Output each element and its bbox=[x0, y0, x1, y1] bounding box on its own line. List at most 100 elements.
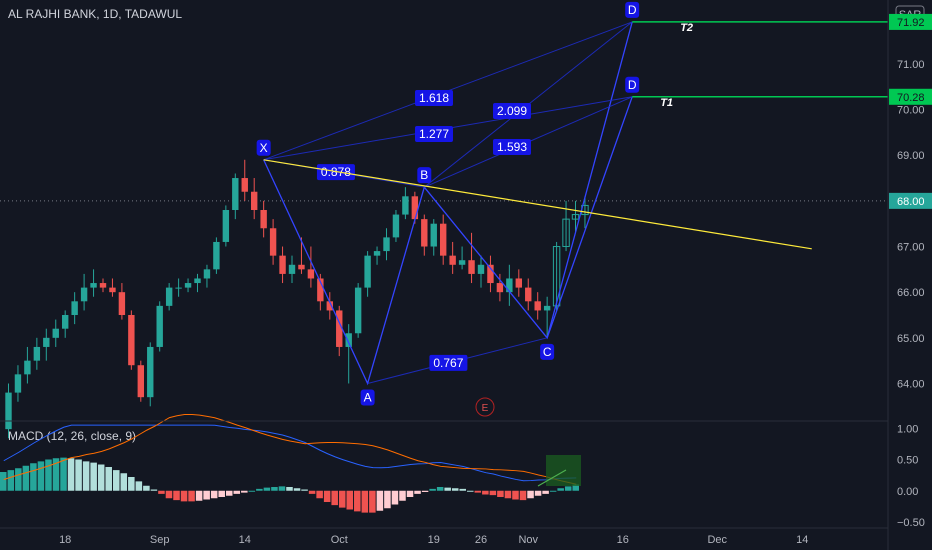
earnings-event-marker[interactable]: E bbox=[475, 397, 495, 417]
candle[interactable] bbox=[288, 255, 296, 284]
macd-highlight-box[interactable] bbox=[546, 455, 581, 486]
candle-body bbox=[269, 228, 277, 256]
pattern-point-box bbox=[360, 389, 375, 406]
macd-histogram-bar bbox=[75, 459, 82, 491]
candles[interactable] bbox=[5, 159, 589, 439]
candle[interactable] bbox=[373, 246, 381, 265]
candle[interactable] bbox=[62, 310, 69, 338]
candle[interactable] bbox=[468, 232, 475, 284]
candle[interactable] bbox=[402, 187, 409, 220]
candle[interactable] bbox=[543, 296, 551, 338]
candle[interactable] bbox=[128, 310, 135, 370]
candle[interactable] bbox=[165, 283, 173, 311]
candle[interactable] bbox=[449, 241, 456, 274]
candle[interactable] bbox=[458, 246, 466, 270]
candle[interactable] bbox=[71, 292, 78, 325]
candle-body bbox=[194, 278, 201, 284]
candle[interactable] bbox=[440, 214, 447, 265]
candle[interactable] bbox=[213, 237, 220, 274]
candle[interactable] bbox=[392, 210, 400, 242]
candle[interactable] bbox=[43, 328, 50, 361]
ratio-label[interactable]: 1.593 bbox=[493, 139, 531, 155]
candle[interactable] bbox=[525, 278, 532, 311]
candle[interactable] bbox=[364, 251, 371, 297]
macd-histogram-bar bbox=[0, 472, 7, 491]
candle[interactable] bbox=[33, 337, 41, 370]
pattern-point-x[interactable]: X bbox=[256, 139, 271, 156]
macd-tick-label: 1.00 bbox=[897, 423, 918, 435]
chart-title: AL RAJHI BANK, 1D, TADAWUL bbox=[8, 7, 182, 21]
pattern-point-d[interactable]: D bbox=[625, 1, 640, 18]
pattern-point-b[interactable]: B bbox=[417, 167, 432, 184]
candle[interactable] bbox=[336, 305, 343, 357]
candle[interactable] bbox=[506, 264, 513, 306]
ratio-label[interactable]: 0.767 bbox=[429, 354, 468, 371]
candle[interactable] bbox=[14, 365, 22, 402]
candle[interactable] bbox=[137, 360, 144, 402]
candle[interactable] bbox=[421, 214, 428, 256]
candle[interactable] bbox=[515, 269, 522, 297]
candle[interactable] bbox=[317, 273, 324, 311]
candle[interactable] bbox=[5, 383, 12, 439]
candle-body bbox=[440, 223, 447, 256]
candle[interactable] bbox=[184, 278, 192, 293]
candle[interactable] bbox=[80, 273, 88, 311]
candle[interactable] bbox=[99, 278, 107, 293]
candle[interactable] bbox=[90, 269, 97, 297]
candle[interactable] bbox=[279, 246, 286, 284]
candle[interactable] bbox=[430, 219, 437, 256]
pattern-point-label: X bbox=[260, 141, 268, 155]
ratio-label[interactable]: 1.277 bbox=[415, 126, 453, 142]
candle-body bbox=[222, 210, 230, 242]
candle[interactable] bbox=[118, 283, 126, 320]
candle[interactable] bbox=[477, 255, 485, 288]
candle[interactable] bbox=[175, 278, 182, 297]
ratio-label[interactable]: 2.099 bbox=[493, 103, 531, 119]
macd-histogram-bar bbox=[474, 490, 482, 493]
macd-panel[interactable]: MACD (12, 26, close, 9) 1.00 0.50 0.00 −0.50 bbox=[0, 414, 925, 530]
time-tick-label: 14 bbox=[796, 534, 808, 546]
macd-cross-line bbox=[537, 469, 567, 487]
candle[interactable] bbox=[496, 273, 504, 302]
macd-histogram-bar bbox=[225, 490, 233, 496]
candle[interactable] bbox=[260, 200, 267, 238]
macd-histogram-bar bbox=[338, 490, 346, 508]
candle[interactable] bbox=[269, 219, 277, 265]
macd-histogram-bar bbox=[527, 490, 534, 499]
pattern-point-a[interactable]: A bbox=[360, 389, 375, 406]
candle[interactable] bbox=[147, 342, 154, 407]
candle[interactable] bbox=[52, 319, 59, 347]
trendline[interactable] bbox=[263, 159, 812, 250]
candle[interactable] bbox=[487, 255, 494, 293]
candle[interactable] bbox=[251, 178, 258, 220]
candle[interactable] bbox=[571, 200, 580, 233]
candle[interactable] bbox=[203, 264, 211, 288]
candle[interactable] bbox=[109, 278, 116, 297]
candle[interactable] bbox=[326, 292, 333, 320]
ratio-label[interactable]: 1.618 bbox=[415, 90, 453, 106]
candle[interactable] bbox=[24, 346, 31, 384]
candle[interactable] bbox=[232, 173, 239, 220]
candle[interactable] bbox=[194, 273, 201, 293]
candle[interactable] bbox=[383, 228, 390, 261]
candle[interactable] bbox=[345, 324, 352, 384]
candle[interactable] bbox=[354, 283, 362, 338]
candle[interactable] bbox=[307, 246, 315, 288]
candle-body bbox=[307, 269, 315, 279]
candle[interactable] bbox=[222, 205, 230, 247]
candle[interactable] bbox=[552, 241, 561, 311]
macd-histogram-bar bbox=[263, 487, 271, 491]
candle[interactable] bbox=[298, 237, 305, 274]
pattern-point-d[interactable]: D bbox=[625, 76, 640, 93]
candle[interactable] bbox=[534, 292, 541, 320]
pattern-point-c[interactable]: C bbox=[540, 343, 555, 360]
macd-line bbox=[3, 424, 577, 482]
macd-histogram-bar bbox=[67, 458, 75, 491]
candle[interactable] bbox=[241, 159, 248, 201]
pattern-leg-cd1[interactable] bbox=[546, 96, 633, 339]
candle-body bbox=[552, 246, 561, 307]
candle[interactable] bbox=[156, 301, 163, 352]
candle-body bbox=[241, 178, 248, 192]
